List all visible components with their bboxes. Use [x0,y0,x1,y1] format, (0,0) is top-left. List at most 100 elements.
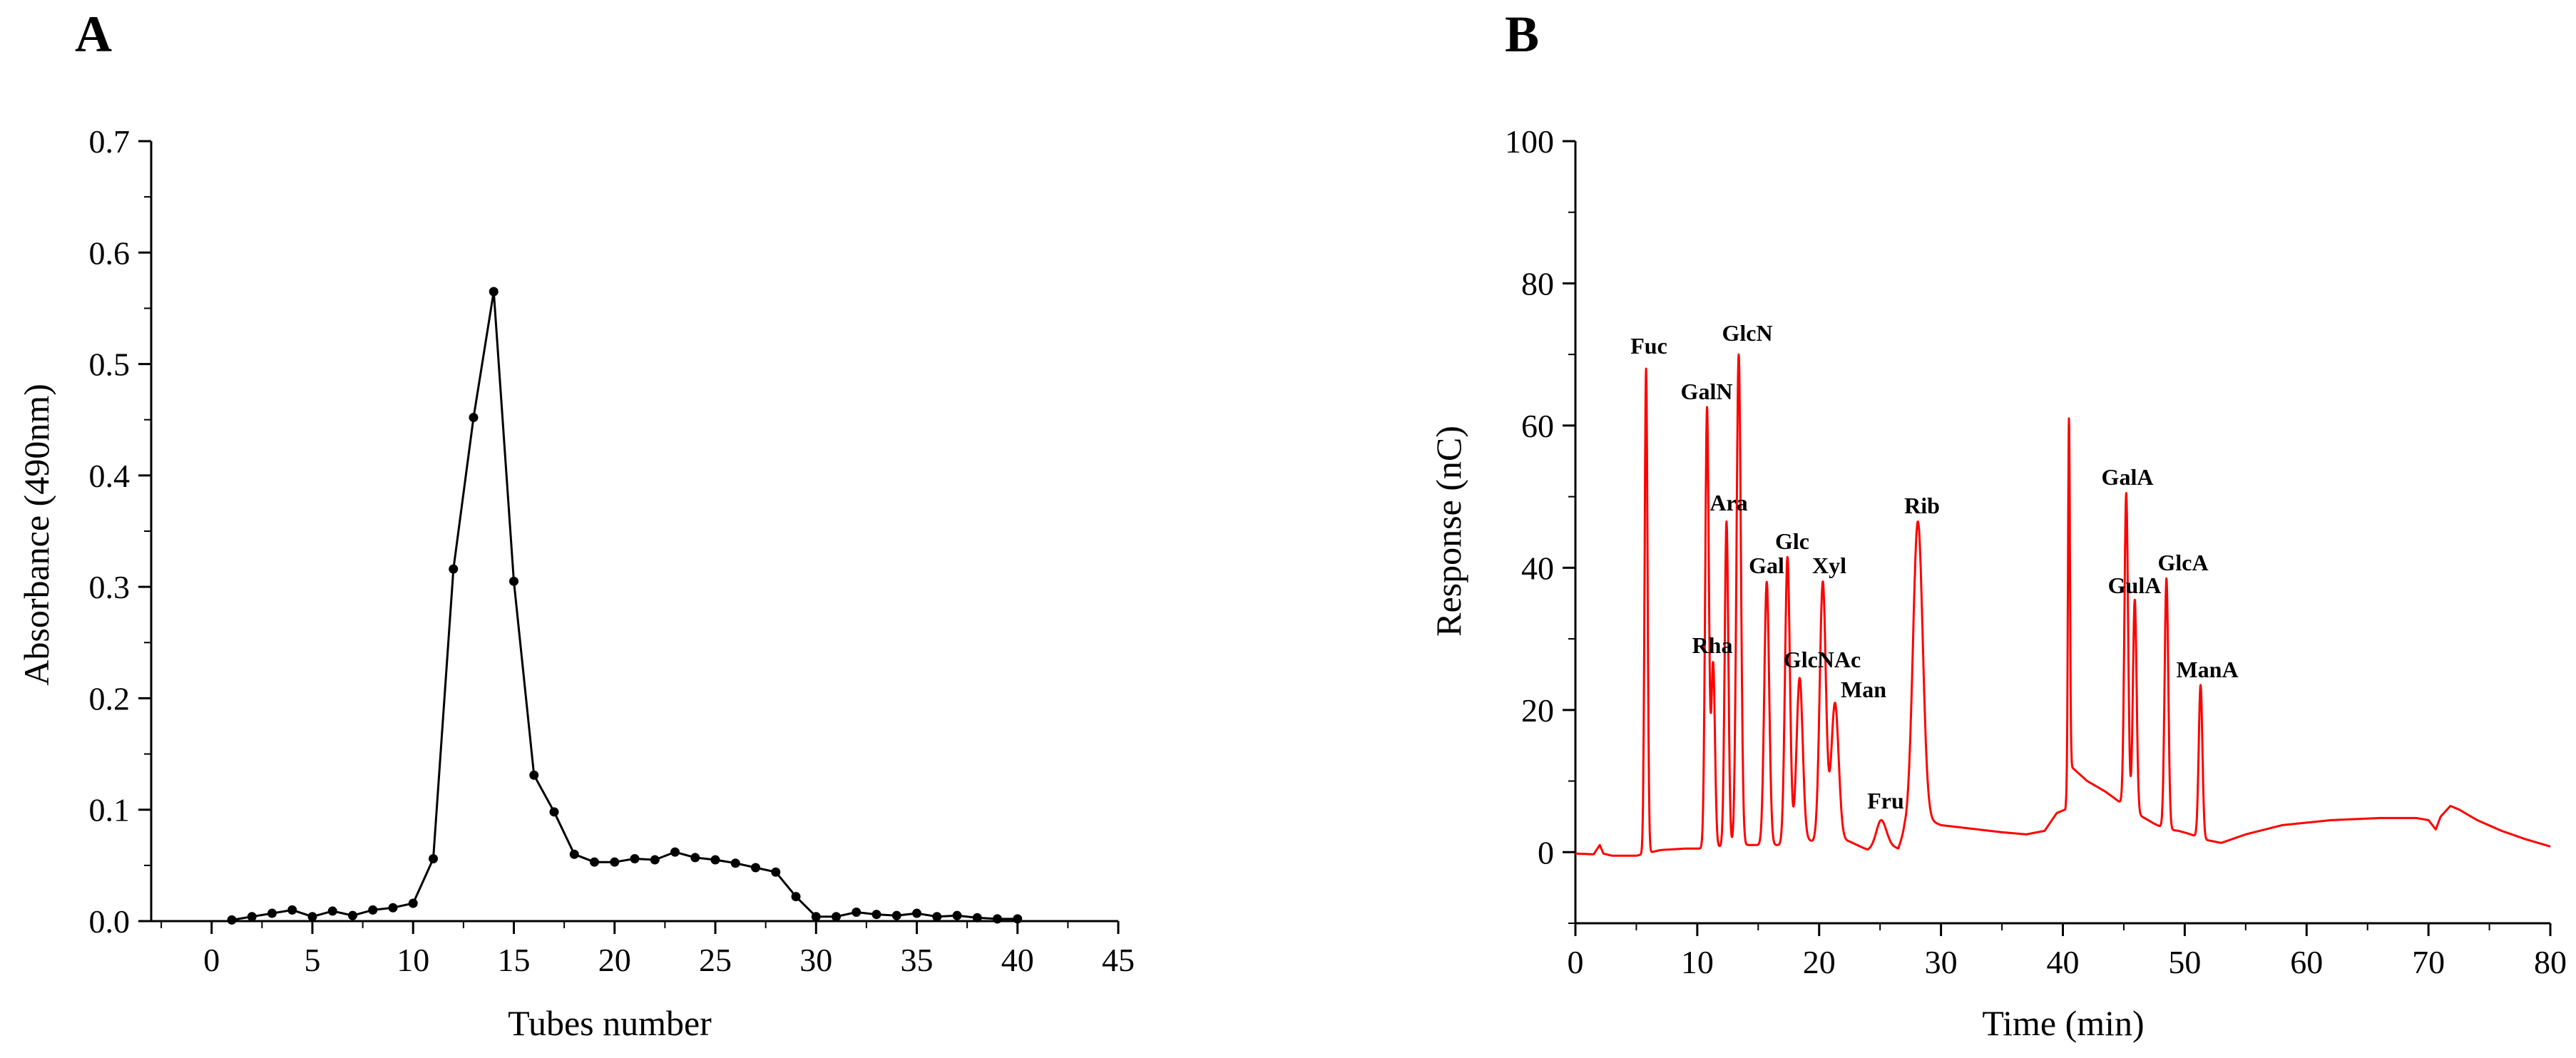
panel-a-data-point [791,892,801,902]
panel-b-peak-label: GalA [2102,464,2154,490]
panel-a-data-point [267,908,277,918]
panel-a-x-tick-label: 5 [305,942,321,978]
panel-b-x-tick-label: 10 [1681,944,1714,980]
panel-a-y-tick-label: 0.7 [89,123,131,160]
panel-a-y-tick-label: 0.1 [89,792,131,828]
panel-a-data-point [610,857,620,867]
panel-a-data-point [327,906,337,916]
panel-b-x-tick-label: 40 [2047,944,2080,980]
panel-a-data-point [1013,914,1023,924]
panel-b-peak-label: GulA [2108,572,2162,598]
panel-a-x-tick-label: 20 [598,942,631,978]
panel-a-x-axis-title: Tubes number [508,1003,712,1043]
panel-a-x-tick-label: 15 [498,942,531,978]
panel-a-data-point [670,847,680,857]
panel-b-chart: B 0 10 20 30 40 50 60 70 80 0 20 40 60 80 100 Fuc GalN R… [1428,6,2567,1043]
panel-b-x-tick-label: 70 [2412,944,2445,980]
panel-a-data-point [307,912,317,922]
panel-b-peak-label: GlcNAc [1784,647,1861,672]
panel-a-data-point [912,908,921,918]
panel-a-data-point [388,903,398,913]
panel-a-data-point [227,915,237,925]
panel-a-data-point [590,857,599,867]
panel-a-y-axis-title: Absorbance (490nm) [16,384,56,686]
panel-a-data-point [408,898,418,908]
panel-a-y-tick-label: 0.4 [89,458,131,494]
panel-b-peak-label: ManA [2176,657,2238,682]
panel-b-peak-label: GlcN [1722,320,1772,346]
panel-a-x-tick-label: 0 [203,942,220,978]
panel-a-y-tick-label: 0.3 [89,569,131,605]
panel-b-y-tick-label: 20 [1521,692,1554,729]
panel-a-data-point [771,867,781,877]
panel-a-data-point [449,564,459,574]
panel-a-data-point [751,863,760,873]
panel-a-x-tick-label: 10 [397,942,429,978]
panel-a-x-tick-label: 35 [901,942,934,978]
panel-b-x-tick-label: 20 [1803,944,1836,980]
panel-a-series-line [231,290,1018,921]
panel-b-peak-label: Fuc [1630,333,1667,359]
panel-a-data-point [872,910,881,920]
panel-b-y-tick-label: 40 [1521,550,1554,586]
panel-a-data-point [832,912,841,922]
panel-b-x-tick-label: 50 [2168,944,2201,980]
panel-b-peak-label: Gal [1749,553,1784,578]
panel-b-y-tick-label: 0 [1538,834,1554,870]
panel-a-data-point [529,770,539,780]
panel-b-peak-label: GlcA [2157,550,2208,575]
panel-b-y-tick-label: 80 [1521,265,1554,302]
panel-a-chart: A 0 5 10 15 20 25 30 35 40 45 0.0 0.1 0.2 0.3 0.4 0.5 0.… [16,6,1135,1043]
panel-b-axes: 0 10 20 30 40 50 60 70 80 0 20 40 60 80 100 [1505,123,2567,980]
panel-a-data-point [811,912,821,922]
panel-a-data-point [690,853,700,863]
panel-a-data-point [952,910,962,920]
panel-a-y-tick-label: 0.0 [89,903,131,940]
panel-a-data-point [429,853,438,863]
panel-a-axes: 0 5 10 15 20 25 30 35 40 45 0.0 0.1 0.2 0.3 0.4 0.5 0.6 0… [89,123,1135,978]
panel-b-chromatogram-line [1574,353,2552,857]
panel-a-data-point [368,905,378,915]
panel-a-data-point [469,413,479,423]
panel-b-peak-label: Rha [1692,632,1733,658]
panel-a-x-tick-label: 25 [699,942,732,978]
panel-a-label: A [75,6,112,63]
panel-a-data-point [247,912,257,922]
panel-b-peak-label: GalN [1681,379,1733,404]
panel-a-data-point [650,855,660,865]
panel-b-x-axis-title: Time (min) [1982,1003,2144,1043]
panel-a-data-point [710,855,720,865]
panel-b-y-tick-label: 100 [1505,123,1554,160]
panel-a-data-point [972,913,982,923]
panel-a-data-point [287,905,297,915]
panel-b-peak-label: Rib [1904,493,1940,518]
panel-b-x-tick-label: 0 [1568,944,1584,980]
panel-b-peak-label: Glc [1775,528,1809,554]
panel-a-data-point [489,287,499,297]
panel-a-data [227,287,1023,925]
panel-a-data-point [509,576,518,586]
panel-a-data-point [549,807,559,817]
panel-a-data-point [630,853,640,863]
panel-a-x-tick-label: 40 [1001,942,1034,978]
panel-b-x-tick-label: 30 [1925,944,1958,980]
panel-a-y-tick-label: 0.2 [89,680,131,717]
panel-b-peak-label: Man [1841,677,1886,702]
panel-b-x-tick-label: 80 [2534,944,2567,980]
panel-b-peak-label: Xyl [1812,553,1846,578]
panel-b-x-tick-label: 60 [2290,944,2323,980]
panel-a-data-point [730,858,740,868]
panel-a-y-tick-label: 0.5 [89,346,131,383]
panel-b-y-tick-label: 60 [1521,408,1554,444]
panel-a-data-point [993,914,1002,924]
panel-a-data-point [569,849,579,859]
panel-b-peak-label: Ara [1709,490,1747,515]
panel-b-peak-label: Fru [1867,788,1904,813]
panel-a-y-tick-label: 0.6 [89,235,131,271]
panel-a-data-point [891,910,901,920]
panel-b-label: B [1505,6,1539,63]
panel-a-x-tick-label: 30 [799,942,832,978]
panel-a-data-point [852,907,862,917]
